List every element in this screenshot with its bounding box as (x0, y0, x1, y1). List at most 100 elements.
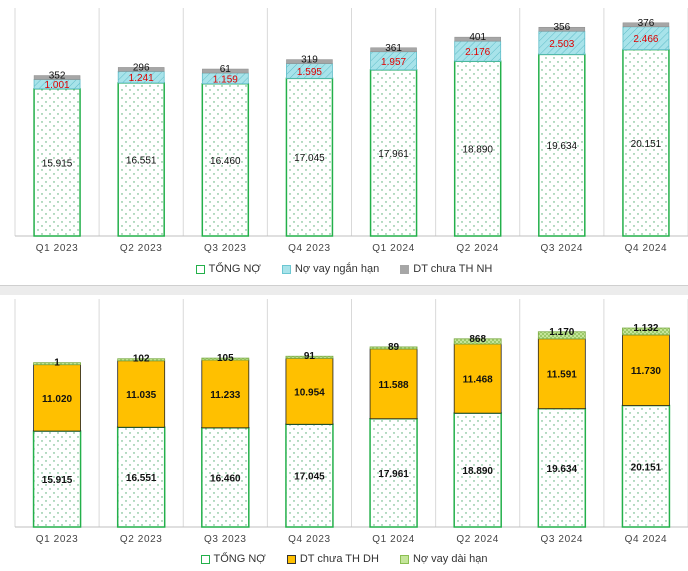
chart-bottom-svg: 15.915 11.020 1 Q1 2023 16.551 11.035 102 Q2 20… (14, 299, 688, 545)
data-label-short-loan: 1.241 (129, 73, 154, 84)
bar-dt-nh (33, 75, 81, 80)
x-tick-label: Q1 2023 (36, 534, 79, 545)
data-label-dt-dh: 11.591 (547, 370, 577, 381)
data-label-dt-nh: 401 (469, 32, 486, 43)
legend-label-total-debt: TỔNG NỢ (208, 263, 261, 275)
data-label-dt-dh: 11.468 (463, 375, 493, 386)
bar-dt-dh (285, 357, 334, 425)
x-tick-label: Q2 2024 (456, 534, 499, 545)
data-label-dt-nh: 296 (133, 62, 150, 73)
data-label-total-debt: 16.551 (126, 155, 157, 166)
x-tick-label: Q1 2024 (372, 534, 415, 545)
bar-long-loan (537, 331, 586, 340)
bar-total-debt (201, 427, 250, 528)
x-tick-label: Q2 2023 (120, 534, 163, 545)
bar-total-debt (453, 60, 502, 237)
x-tick-label: Q3 2024 (541, 243, 584, 254)
bar-total-debt (622, 48, 670, 237)
bar-dt-dh (453, 343, 502, 414)
data-label-total-debt: 19.634 (547, 141, 578, 152)
bar-long-loan (453, 338, 502, 345)
data-label-total-debt: 20.151 (631, 462, 662, 473)
data-label-long-loan: 868 (469, 334, 486, 345)
bar-total-debt (453, 412, 502, 528)
data-label-long-loan: 1.170 (549, 327, 574, 338)
data-label-dt-nh: 352 (49, 71, 66, 82)
data-label-total-debt: 17.045 (294, 472, 325, 483)
legend-swatch-short-loan (281, 264, 291, 274)
bar-long-loan (33, 362, 81, 366)
data-label-long-loan: 105 (217, 353, 234, 364)
bar-dt-dh (201, 359, 250, 429)
data-label-total-debt: 18.890 (462, 145, 493, 156)
x-tick-label: Q4 2024 (625, 534, 668, 545)
x-tick-label: Q3 2024 (541, 534, 584, 545)
panel-separator (0, 286, 688, 295)
legend-item-long-loan: Nợ vay dài hạn (399, 553, 488, 565)
data-label-long-loan: 91 (304, 351, 316, 362)
data-label-dt-nh: 356 (553, 22, 570, 33)
data-label-dt-nh: 61 (220, 64, 232, 75)
bar-total-debt (201, 82, 250, 237)
data-label-total-debt: 16.551 (126, 473, 157, 484)
legend-swatch-long-loan (399, 554, 409, 564)
x-tick-label: Q4 2023 (288, 243, 331, 254)
legend-swatch-total-debt (195, 264, 205, 274)
legend-label-long-loan: Nợ vay dài hạn (412, 553, 488, 565)
legend-label-dt-nh: DT chưa TH NH (413, 263, 493, 275)
bar-dt-nh (117, 67, 165, 72)
data-label-dt-dh: 11.233 (210, 390, 240, 401)
bar-dt-dh (537, 338, 586, 410)
data-label-short-loan: 2.176 (465, 47, 490, 58)
data-label-total-debt: 17.045 (294, 153, 325, 164)
bar-dt-dh (33, 364, 81, 432)
bar-dt-nh (370, 47, 417, 53)
bar-dt-nh (286, 59, 333, 64)
bar-dt-nh (538, 26, 586, 32)
data-label-dt-nh: 319 (301, 55, 318, 66)
data-label-total-debt: 17.961 (378, 149, 409, 160)
legend-label-dt-dh: DT chưa TH DH (299, 553, 379, 565)
legend-swatch-dt-dh (286, 554, 296, 564)
data-label-short-loan: 1.595 (297, 67, 322, 78)
data-label-total-debt: 16.460 (210, 156, 241, 167)
bar-long-loan (201, 357, 250, 361)
x-tick-label: Q3 2023 (204, 534, 247, 545)
x-tick-label: Q3 2023 (204, 243, 247, 254)
data-label-dt-dh: 11.020 (42, 394, 72, 405)
data-label-total-debt: 16.460 (210, 473, 241, 484)
bar-long-loan (369, 346, 418, 350)
chart-top-legend: TỔNG NỢ Nợ vay ngắn hạn DT chưa TH NH (0, 263, 688, 277)
data-label-total-debt: 15.915 (42, 475, 73, 486)
bar-dt-dh (369, 348, 418, 420)
data-label-short-loan: 2.503 (549, 39, 574, 50)
chart-bottom-legend: TỔNG NỢ DT chưa TH DH Nợ vay dài hạn (0, 553, 688, 567)
bar-long-loan (622, 327, 670, 336)
chart-panel-bottom: 15.915 11.020 1 Q1 2023 16.551 11.035 102 Q2 20… (0, 295, 688, 571)
data-label-long-loan: 89 (388, 342, 400, 353)
data-label-total-debt: 17.961 (378, 469, 409, 480)
bar-dt-dh (622, 334, 670, 406)
data-label-total-debt: 18.890 (462, 466, 493, 477)
bar-total-debt (538, 53, 586, 237)
bar-total-debt (32, 430, 82, 528)
x-tick-label: Q4 2023 (288, 534, 331, 545)
bar-dt-nh (454, 36, 501, 42)
bar-dt-nh (622, 22, 670, 28)
data-label-dt-dh: 11.588 (379, 380, 409, 391)
x-tick-label: Q1 2024 (372, 243, 415, 254)
bar-total-debt (117, 82, 165, 237)
x-tick-label: Q4 2024 (625, 243, 668, 254)
chart-panel-top: 15.915 1.001 352 Q1 2023 16.551 1.241 296 Q2 20… (0, 8, 688, 286)
data-label-short-loan: 1.001 (45, 80, 70, 91)
data-label-short-loan: 1.957 (381, 57, 406, 68)
bar-long-loan (117, 358, 166, 362)
bar-total-debt (537, 407, 587, 528)
legend-swatch-total-debt-2 (200, 554, 210, 564)
x-tick-label: Q2 2023 (120, 243, 163, 254)
legend-swatch-dt-nh (400, 264, 410, 274)
legend-item-total-debt: TỔNG NỢ (195, 263, 261, 275)
data-label-long-loan: 102 (133, 354, 150, 365)
data-label-dt-dh: 10.954 (294, 387, 325, 398)
